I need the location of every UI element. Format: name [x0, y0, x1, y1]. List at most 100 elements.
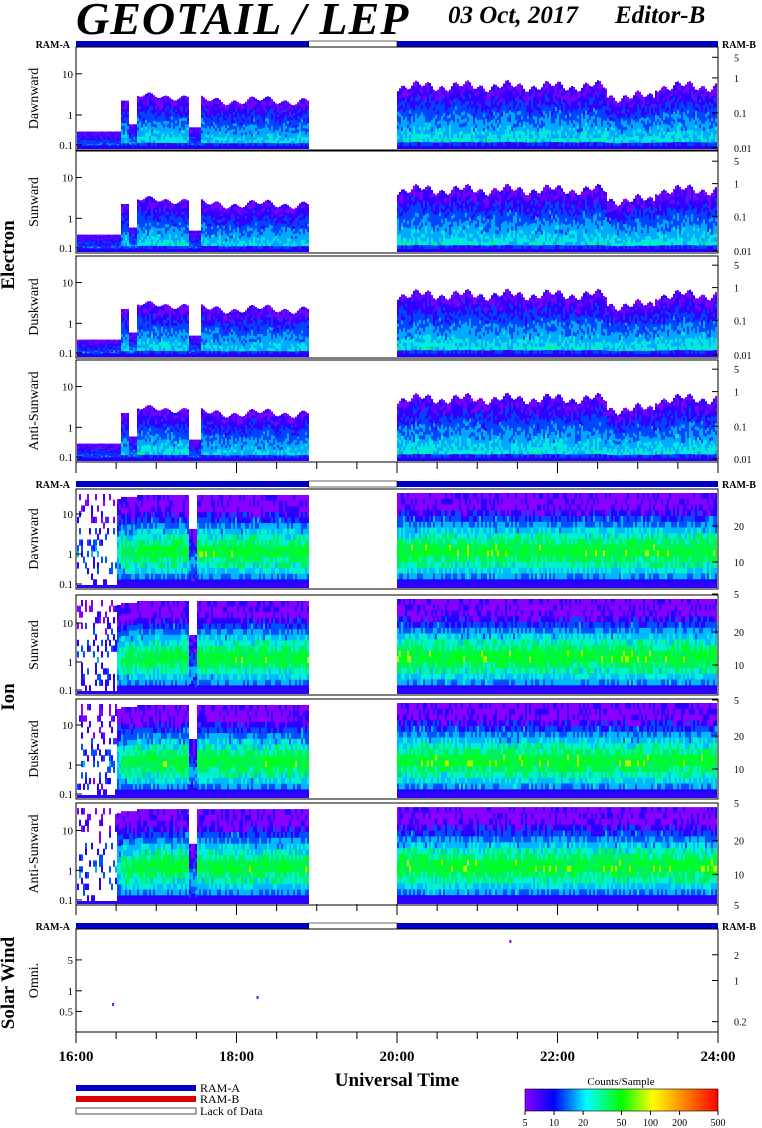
left-tick-label: 10 [62, 720, 74, 732]
panel-frame [75, 594, 719, 696]
right-tick-label: 10 [734, 765, 744, 776]
left-tick-label: 1 [68, 213, 74, 225]
header-editor: Editor-B [615, 2, 705, 30]
panel-frame [75, 150, 719, 254]
panel-label: Dawnward [27, 68, 42, 129]
right-tick-label: 2 [734, 951, 739, 962]
right-tick-label: 5 [734, 261, 739, 272]
right-tick-label: 5 [734, 799, 739, 810]
left-tick-label: 1 [68, 760, 74, 772]
left-tick-label: 10 [62, 618, 74, 630]
right-tick-label: 0.1 [734, 109, 747, 120]
right-tick-label: 5 [734, 696, 739, 707]
panel-label: Sunward [27, 177, 42, 227]
lack-of-data-bar [308, 922, 398, 930]
header-date: 03 Oct, 2017 [448, 2, 578, 30]
ram-a-label: RAM-A [36, 922, 71, 933]
section-label: Electron [0, 220, 19, 290]
left-tick-label: 10 [62, 509, 74, 521]
right-tick-label: 0.1 [734, 212, 747, 223]
right-tick-label: 5 [734, 157, 739, 168]
left-tick-label: 10 [62, 382, 74, 394]
panel-label: Omni. [27, 963, 42, 998]
legend-label: Lack of Data [200, 1104, 263, 1118]
legend-swatch [76, 1096, 196, 1102]
ram-a-bar [76, 923, 309, 929]
x-tick-label: 16:00 [59, 1049, 94, 1065]
right-tick-label: 20 [734, 522, 744, 533]
left-tick-label: 1 [68, 657, 74, 669]
left-tick-label: 0.1 [59, 789, 73, 801]
right-tick-label: 5 [734, 365, 739, 376]
lack-of-data-bar [308, 40, 398, 48]
right-tick-label: 1 [734, 74, 739, 85]
legend-swatch [75, 1107, 197, 1115]
ram-a-bar [76, 41, 309, 47]
ram-a-label: RAM-A [36, 480, 71, 491]
left-tick-label: 10 [62, 826, 74, 838]
solar-wind-point [509, 940, 512, 943]
left-tick-label: 0.1 [59, 348, 73, 360]
left-tick-label: 0.1 [59, 685, 73, 697]
panel-label: Anti-Sunward [27, 371, 42, 450]
colorbar-tick-label: 100 [643, 1118, 658, 1128]
right-tick-label: 10 [734, 661, 744, 672]
left-tick-label: 1 [68, 110, 74, 122]
colorbar-tick-label: 500 [711, 1118, 726, 1128]
right-tick-label: 10 [734, 870, 744, 881]
colorbar-tick-label: 5 [523, 1118, 528, 1128]
section-label: Ion [0, 683, 19, 711]
ram-b-label: RAM-B [722, 40, 756, 51]
legend-swatch [76, 1085, 196, 1091]
right-tick-label: 1 [734, 388, 739, 399]
solar-wind-point [256, 996, 259, 999]
right-tick-label: 5 [734, 53, 739, 64]
right-tick-label: 1 [734, 180, 739, 191]
solar-wind-point [112, 1003, 115, 1006]
panel-label: Anti-Sunward [27, 814, 42, 893]
panel-frame [75, 255, 719, 359]
colorbar-tick-label: 10 [549, 1118, 559, 1128]
x-tick-label: 24:00 [701, 1049, 736, 1065]
left-tick-label: 1 [68, 422, 74, 434]
left-tick-label: 0.1 [59, 895, 73, 907]
left-tick-label: 10 [62, 69, 74, 81]
left-tick-label: 1 [68, 865, 74, 877]
panel-label: Duskward [27, 720, 42, 778]
colorbar [524, 1088, 719, 1112]
colorbar-tick-label: 50 [617, 1118, 627, 1128]
right-tick-label: 0.01 [734, 144, 752, 155]
panel-label: Sunward [27, 620, 42, 670]
left-tick-label: 1 [68, 549, 74, 561]
lack-of-data-bar [308, 480, 398, 488]
x-axis-label: Universal Time [335, 1070, 459, 1091]
right-tick-label: 5 [734, 590, 739, 601]
right-tick-label: 0.1 [734, 422, 747, 433]
left-tick-label: 0.1 [59, 452, 73, 464]
section-label: Solar Wind [0, 936, 19, 1029]
right-tick-label: 20 [734, 732, 744, 743]
right-tick-label: 20 [734, 837, 744, 848]
panel-label: Dawnward [27, 508, 42, 569]
page-title: GEOTAIL / LEP [76, 0, 409, 45]
ram-a-bar [397, 41, 718, 47]
right-tick-label: 1 [734, 977, 739, 988]
panel-label: Duskward [27, 278, 42, 336]
ram-a-bar [397, 923, 718, 929]
x-tick-label: 20:00 [380, 1049, 415, 1065]
right-tick-label: 0.01 [734, 247, 752, 258]
colorbar-tick-label: 200 [672, 1118, 687, 1128]
right-tick-label: 10 [734, 558, 744, 569]
right-tick-label: 1 [734, 284, 739, 295]
left-tick-label: 10 [62, 173, 74, 185]
left-tick-label: 0.1 [59, 579, 73, 591]
right-tick-label: 5 [734, 901, 739, 912]
right-tick-label: 0.01 [734, 351, 752, 362]
x-tick-label: 18:00 [219, 1049, 254, 1065]
left-tick-label: 1 [68, 986, 74, 998]
left-tick-label: 0.1 [59, 243, 73, 255]
right-tick-label: 0.1 [734, 316, 747, 327]
panel-frame [75, 698, 719, 800]
ram-a-bar [76, 481, 309, 487]
